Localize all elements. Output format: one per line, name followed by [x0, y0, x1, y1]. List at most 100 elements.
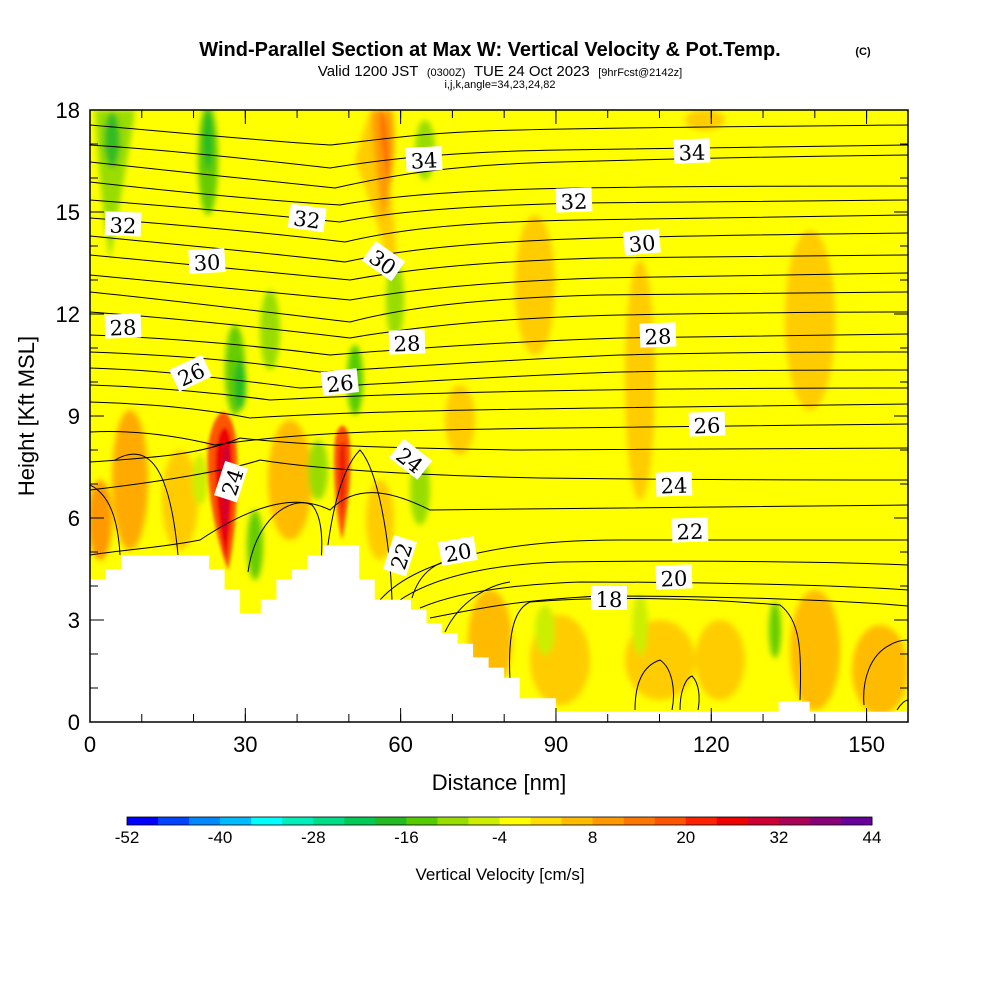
colorbar-tick-label: 32 [769, 828, 788, 847]
cell-warm [695, 620, 745, 700]
velocity-shading [90, 110, 908, 715]
isentrope-line [90, 181, 908, 206]
colorbar-segment [840, 817, 873, 825]
colorbar-segment [251, 817, 283, 825]
isentrope-line [679, 675, 700, 711]
cell-warm [625, 260, 655, 500]
cell-warm [112, 410, 148, 550]
title-main: Wind-Parallel Section at Max W: Vertical… [199, 39, 780, 61]
contour-label: 30 [628, 231, 657, 257]
updraft-core [379, 112, 389, 180]
cell-warm [852, 625, 908, 715]
cell-warm [790, 590, 840, 710]
cell-cool [308, 440, 328, 500]
isentrope-line [90, 484, 121, 556]
colorbar-segment [778, 817, 811, 825]
cell-cool [535, 605, 555, 655]
cell-warm [268, 420, 312, 540]
colorbar-segment [747, 817, 780, 825]
valid-prefix: Valid 1200 JST [318, 63, 419, 80]
contour-label: 30 [193, 250, 221, 275]
contour-label: 28 [393, 332, 421, 357]
title-indices: i,j,k,angle=34,23,24,82 [444, 79, 555, 91]
x-tick-label: 60 [388, 732, 412, 757]
cell-warm [162, 450, 198, 550]
contour-label: 26 [326, 371, 355, 398]
contour-labels: 34 34 32 32 32 30 30 30 28 28 28 26 26 2… [104, 138, 726, 612]
colorbar-segment [282, 817, 314, 825]
colorbar-segment [530, 817, 562, 825]
x-tick-label: 0 [84, 732, 96, 757]
cell-warm [366, 480, 394, 560]
contour-label: 28 [109, 316, 137, 341]
colorbar-segment [499, 817, 531, 825]
y-tick-label: 3 [68, 608, 80, 633]
contour-label: 32 [292, 206, 322, 233]
isentrope-line [90, 351, 908, 373]
isentrope-line [634, 659, 674, 711]
colorbar-tick-label: 44 [863, 828, 882, 847]
terrain-mask [90, 545, 908, 722]
isentrope-line [247, 502, 323, 573]
cell-warm [515, 215, 555, 355]
isentrope-line [90, 311, 908, 339]
colorbar-tick-label: -40 [208, 828, 233, 847]
colorbar-segment [654, 817, 687, 825]
x-tick-label: 120 [693, 732, 730, 757]
colorbar-segment [220, 817, 252, 825]
colorbar-tick-label: -52 [115, 828, 140, 847]
contour-label: 18 [596, 588, 623, 612]
colorbar-segment [437, 817, 469, 825]
y-axis-label: Height [Kft MSL] [14, 336, 39, 496]
isentrope-line [863, 639, 908, 706]
contour-label: 34 [678, 141, 706, 166]
cell-warm [445, 385, 475, 455]
isentrope-line [90, 272, 908, 301]
cell-cool [260, 290, 280, 370]
colorbar-tick-labels: -52 -40 -28 -16 -4 8 20 32 44 [115, 828, 882, 847]
contour-label: 32 [109, 214, 137, 239]
colorbar-segment [189, 817, 221, 825]
title-copyright: (C) [855, 46, 871, 58]
y-tick-label: 18 [56, 98, 80, 123]
plot-area [90, 110, 908, 722]
colorbar-segment [313, 817, 345, 825]
cell-cool [192, 455, 208, 505]
colorbar-segment [406, 817, 438, 825]
isentrope-line [419, 581, 908, 609]
contour-label: 32 [560, 190, 588, 215]
cell-warm [685, 110, 725, 130]
x-tick-label: 30 [233, 732, 257, 757]
cell-cool [632, 595, 648, 655]
valid-forecast: [9hrFcst@2142z] [598, 67, 682, 79]
x-tick-label: 90 [544, 732, 568, 757]
y-tick-label: 12 [56, 302, 80, 327]
y-tick-label: 9 [68, 404, 80, 429]
isentrope-line [90, 333, 908, 356]
colorbar-tick-label: 8 [588, 828, 597, 847]
cell-cool [769, 602, 781, 658]
colorbar-tick-label: -28 [301, 828, 326, 847]
isentrope-line [90, 199, 908, 223]
isentrope-line [90, 124, 908, 146]
colorbar-tick-label: 20 [676, 828, 695, 847]
contour-label: 24 [660, 474, 688, 499]
colorbar-segment [375, 817, 407, 825]
colorbar-segment [344, 817, 376, 825]
isentrope-line [509, 597, 802, 701]
valid-date: TUE 24 Oct 2023 [474, 63, 590, 80]
x-tick-label: 150 [848, 732, 885, 757]
isentrope-line [896, 699, 908, 711]
cell-warm [785, 230, 835, 410]
contour-label: 22 [676, 520, 704, 545]
axis-ticks [89, 109, 908, 723]
colorbar-tick-label: -16 [394, 828, 419, 847]
colorbar-title: Vertical Velocity [cm/s] [415, 865, 584, 884]
y-tick-label: 6 [68, 506, 80, 531]
cell-cool [104, 112, 120, 168]
contour-label: 20 [443, 539, 473, 567]
x-axis-label: Distance [nm] [432, 770, 567, 795]
isentrope-line [324, 449, 393, 601]
colorbar-frame [126, 816, 873, 826]
